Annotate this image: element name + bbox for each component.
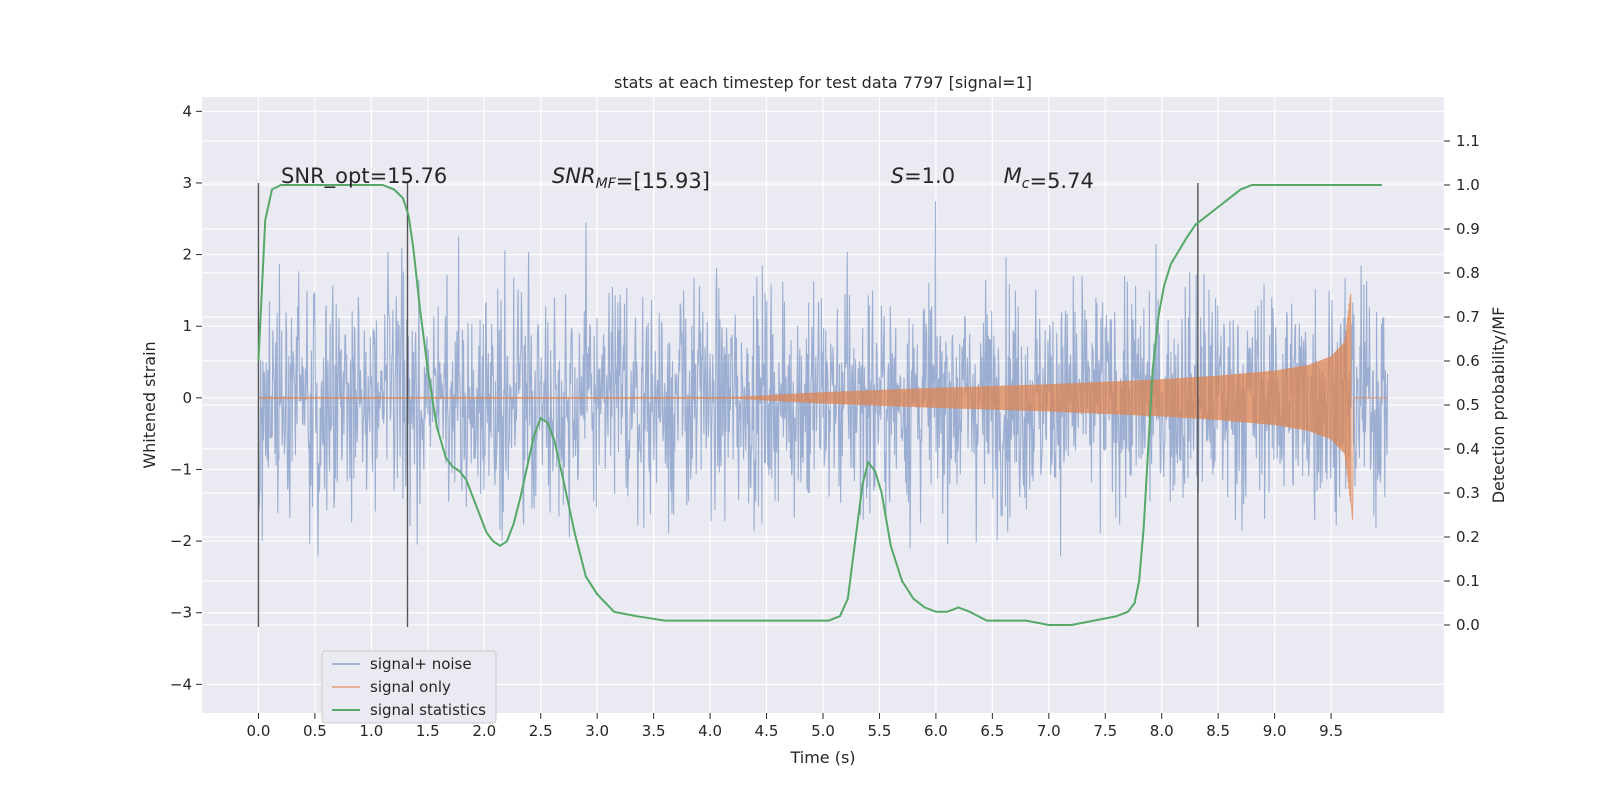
- y-tick-label-right: 0.1: [1456, 572, 1480, 590]
- x-tick-label: 9.5: [1319, 722, 1343, 740]
- y-axis-left: 4 3 2 1 0 −1 −2 −3 −4: [170, 102, 202, 693]
- annotation-text: Mc=5.74: [1004, 164, 1094, 193]
- y-tick-label-right: 0.6: [1456, 352, 1480, 370]
- x-tick-label: 2.0: [472, 722, 496, 740]
- x-tick-label: 0.0: [247, 722, 271, 740]
- legend-label-signal-statistics: signal statistics: [370, 701, 486, 719]
- y-tick-label-right: 0.5: [1456, 396, 1480, 414]
- x-tick-label: 5.0: [811, 722, 835, 740]
- legend-box: [321, 650, 497, 724]
- y-tick-label-left: 3: [182, 174, 192, 192]
- y-tick-label-right: 0.4: [1456, 440, 1480, 458]
- annotation-part: c: [1022, 176, 1030, 192]
- y-tick-label-right: 0.3: [1456, 484, 1480, 502]
- x-tick-label: 1.0: [359, 722, 383, 740]
- legend: signal+ noise signal only signal statist…: [321, 650, 497, 724]
- x-tick-label: 7.0: [1037, 722, 1061, 740]
- x-tick-label: 3.0: [585, 722, 609, 740]
- y-axis-label-left: Whitened strain: [140, 341, 159, 468]
- x-tick-label: 8.5: [1206, 722, 1230, 740]
- chart-title: stats at each timestep for test data 779…: [614, 73, 1032, 92]
- x-axis-label: Time (s): [789, 748, 855, 767]
- annotation-text: SNR_opt=15.76: [281, 164, 447, 189]
- annotation-part: =[15.93]: [616, 169, 710, 193]
- y-tick-label-left: 1: [182, 317, 192, 335]
- x-tick-label: 6.0: [924, 722, 948, 740]
- y-tick-label-right: 0.8: [1456, 264, 1480, 282]
- y-tick-label-right: 1.1: [1456, 132, 1480, 150]
- y-tick-label-right: 1.0: [1456, 176, 1480, 194]
- vertical-markers: [257, 182, 1199, 628]
- x-tick-label: 0.5: [303, 722, 327, 740]
- x-tick-label: 2.5: [529, 722, 553, 740]
- y-tick-label-left: 4: [182, 102, 192, 120]
- annotation-part: MF: [596, 176, 617, 192]
- legend-label-signal-only: signal only: [370, 678, 451, 696]
- y-axis-right: 1.1 1.0 0.9 0.8 0.7 0.6 0.5 0.4 0.3 0.2 0.1 0.0: [1444, 132, 1480, 634]
- y-tick-label-left: 0: [182, 389, 192, 407]
- annotation-text: S=1.0: [891, 164, 955, 188]
- annotations: SNR_opt=15.76 SNRMF=[15.93] S=1.0 Mc=5.74: [281, 164, 1094, 193]
- x-tick-label: 9.0: [1263, 722, 1287, 740]
- annotation-part: S: [891, 164, 904, 188]
- annotation-part: =1.0: [904, 164, 955, 188]
- x-tick-label: 4.0: [698, 722, 722, 740]
- annotation-part: =5.74: [1029, 169, 1093, 193]
- x-tick-label: 7.5: [1093, 722, 1117, 740]
- x-tick-label: 1.5: [416, 722, 440, 740]
- legend-label-signal-noise: signal+ noise: [370, 655, 472, 673]
- y-tick-label-left: −4: [170, 675, 192, 693]
- x-tick-label: 5.5: [868, 722, 892, 740]
- y-tick-label-right: 0.2: [1456, 528, 1480, 546]
- annotation-part: SNR_opt=15.76: [281, 164, 447, 189]
- x-tick-label: 4.5: [755, 722, 779, 740]
- x-tick-label: 8.0: [1150, 722, 1174, 740]
- x-tick-label: 6.5: [980, 722, 1004, 740]
- x-axis: 0.0 0.5 1.0 1.5 2.0 2.5 3.0 3.5 4.0 4.5 5.0 5.5 6.0 6…: [247, 713, 1343, 740]
- annotation-text: SNRMF=[15.93]: [552, 164, 710, 193]
- y-tick-label-left: −3: [170, 604, 192, 622]
- x-tick-label: 3.5: [642, 722, 666, 740]
- y-tick-label-right: 0.0: [1456, 616, 1480, 634]
- annotation-part: SNR: [552, 164, 596, 188]
- signal-statistics-line: [257, 184, 1382, 626]
- signal-only-series: [257, 293, 1388, 520]
- y-tick-label-left: 2: [182, 246, 192, 264]
- signal-statistics-series: [257, 184, 1382, 626]
- y-tick-label-right: 0.9: [1456, 220, 1480, 238]
- signal-only-line: [257, 293, 1388, 520]
- y-tick-label-right: 0.7: [1456, 308, 1480, 326]
- y-axis-label-right: Detection probability/MF: [1489, 307, 1508, 504]
- y-tick-label-left: −1: [170, 460, 192, 478]
- annotation-part: M: [1004, 164, 1022, 188]
- y-tick-label-left: −2: [170, 532, 192, 550]
